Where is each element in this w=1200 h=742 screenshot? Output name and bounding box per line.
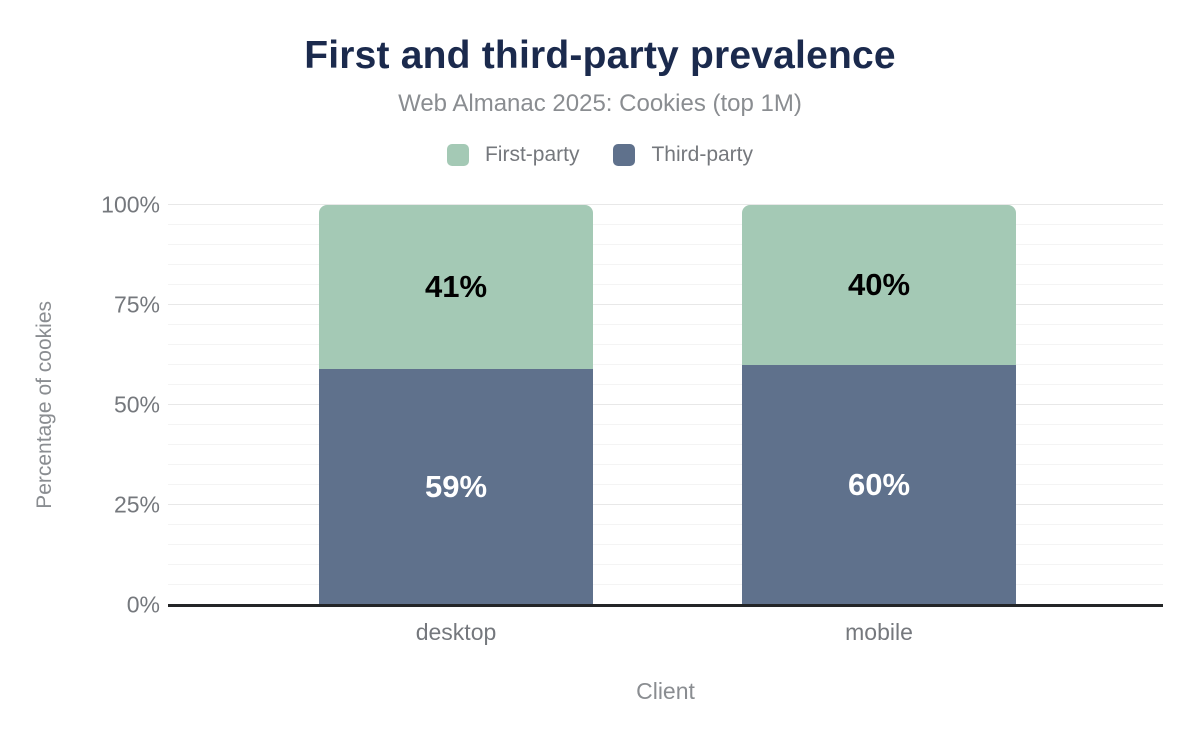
legend-label: Third-party — [651, 143, 754, 166]
bar-segment-desktop-first-party[interactable]: 41% — [319, 205, 593, 369]
minor-gridline — [168, 244, 1163, 245]
legend: First-party Third-party — [0, 143, 1200, 167]
bar-value-label: 41% — [424, 269, 488, 304]
plot-area: 41% 59% 40% 60% — [168, 204, 1163, 607]
x-axis-category-labels: desktop mobile — [168, 619, 1163, 647]
major-gridline — [168, 304, 1163, 305]
minor-gridline — [168, 424, 1163, 425]
legend-item-third-party[interactable]: Third-party — [613, 143, 753, 167]
minor-gridline — [168, 224, 1163, 225]
bar-value-label: 40% — [847, 267, 911, 302]
minor-gridline — [168, 384, 1163, 385]
x-tick-label-mobile: mobile — [845, 619, 913, 645]
major-gridline — [168, 204, 1163, 205]
x-tick-label-desktop: desktop — [415, 619, 497, 645]
minor-gridline — [168, 484, 1163, 485]
y-axis-ticks: 0% 25% 50% 75% 100% — [0, 192, 160, 618]
y-tick-label: 75% — [113, 291, 160, 318]
bar-segment-mobile-third-party[interactable]: 60% — [742, 365, 1016, 605]
minor-gridline — [168, 324, 1163, 325]
bar-value-label: 59% — [424, 469, 488, 504]
bar-desktop: 41% 59% — [319, 205, 593, 605]
minor-gridline — [168, 364, 1163, 365]
minor-gridline — [168, 544, 1163, 545]
legend-label: First-party — [484, 143, 580, 166]
x-axis-line — [168, 604, 1163, 607]
x-axis-title: Client — [636, 678, 695, 704]
minor-gridline — [168, 584, 1163, 585]
minor-gridline — [168, 284, 1163, 285]
minor-gridline — [168, 344, 1163, 345]
bar-value-label: 60% — [847, 467, 911, 502]
major-gridline — [168, 404, 1163, 405]
legend-swatch-icon — [446, 144, 469, 166]
chart-subtitle: Web Almanac 2025: Cookies (top 1M) — [398, 90, 802, 117]
bar-segment-mobile-first-party[interactable]: 40% — [742, 205, 1016, 365]
minor-gridline — [168, 564, 1163, 565]
y-tick-label: 0% — [126, 591, 160, 618]
minor-gridline — [168, 464, 1163, 465]
legend-item-first-party[interactable]: First-party — [446, 143, 580, 167]
chart-title: First and third-party prevalence — [304, 34, 896, 77]
minor-gridline — [168, 444, 1163, 445]
y-tick-label: 50% — [113, 391, 160, 418]
major-gridline — [168, 504, 1163, 505]
minor-gridline — [168, 524, 1163, 525]
legend-swatch-icon — [613, 144, 636, 166]
bar-mobile: 40% 60% — [742, 205, 1016, 605]
minor-gridline — [168, 264, 1163, 265]
bar-segment-desktop-third-party[interactable]: 59% — [319, 369, 593, 605]
y-tick-label: 25% — [113, 491, 160, 518]
y-tick-label: 100% — [101, 191, 160, 218]
